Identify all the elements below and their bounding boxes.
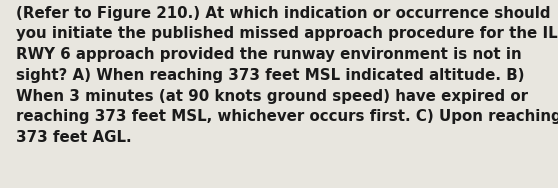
Text: (Refer to Figure 210.) At which indication or occurrence should
you initiate the: (Refer to Figure 210.) At which indicati…: [16, 6, 558, 145]
